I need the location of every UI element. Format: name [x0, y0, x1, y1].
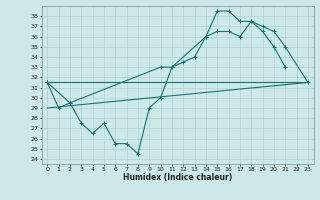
X-axis label: Humidex (Indice chaleur): Humidex (Indice chaleur) — [123, 173, 232, 182]
